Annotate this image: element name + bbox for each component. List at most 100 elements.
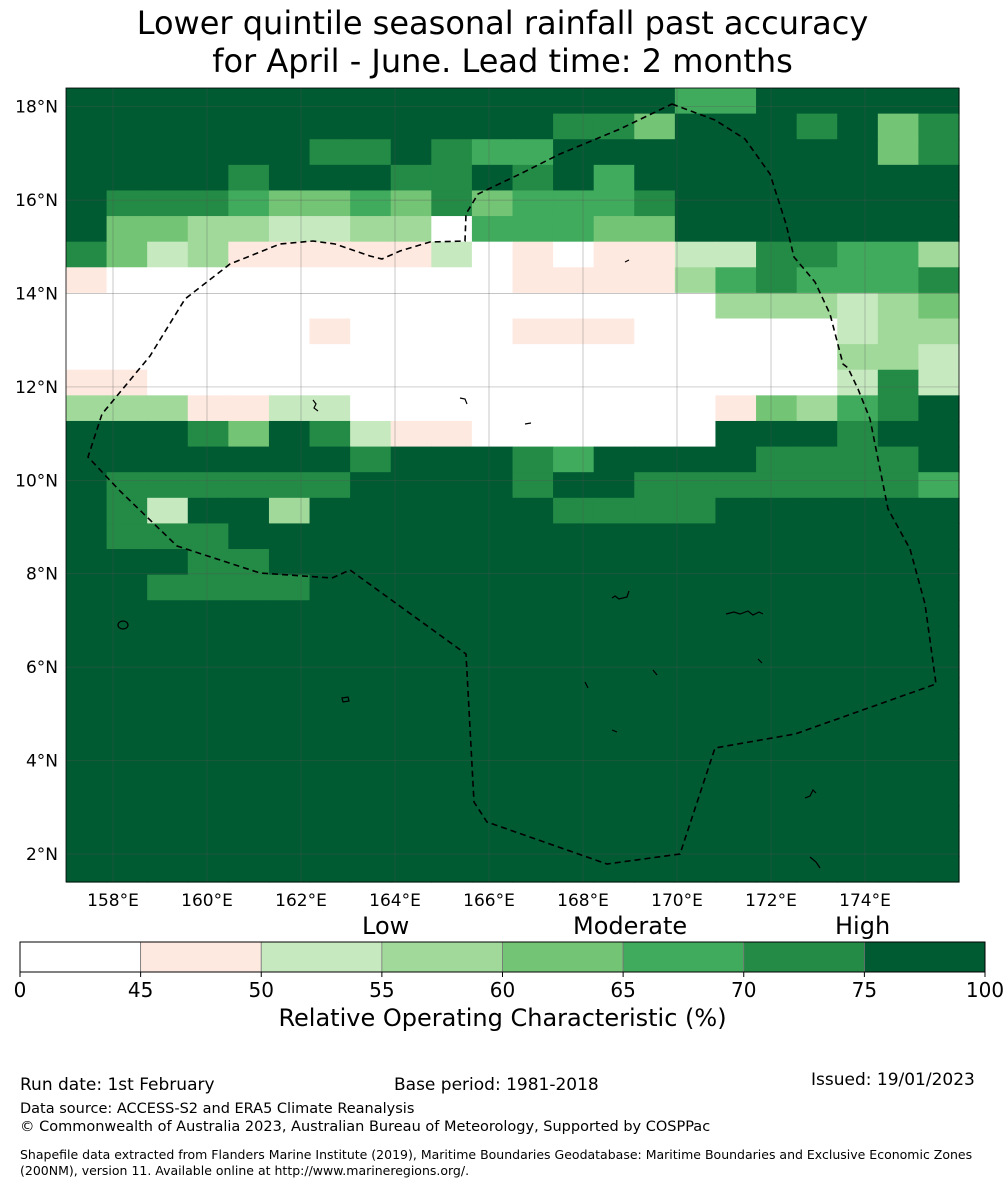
grid-cell [918,369,960,396]
grid-cell [877,164,920,192]
grid-cell [228,472,270,499]
grid-cell [350,164,392,192]
grid-cell [187,267,229,294]
grid-cell [593,779,635,806]
grid-cell [350,574,392,601]
grid-cell [66,446,108,473]
grid-cell [593,830,635,857]
grid-cell [877,420,920,448]
colorbar-tick-label: 45 [128,978,153,1002]
grid-cell [553,88,595,115]
grid-cell [756,241,798,268]
grid-cell [715,369,757,396]
grid-cell [66,369,108,396]
grid-cell [634,574,676,601]
grid-cell [147,190,189,217]
grid-cell [66,164,108,192]
grid-cell [187,549,229,576]
colorbar-bin [381,941,503,973]
grid-cell [634,395,676,422]
grid-cell [674,779,717,806]
grid-cell [593,472,635,499]
grid-cell [837,753,879,781]
grid-cell [390,369,432,396]
grid-cell [431,779,473,806]
grid-cell [715,753,757,781]
grid-cell [147,113,189,140]
grid-cell [471,472,514,499]
grid-cell [553,549,595,576]
grid-cell [350,113,392,140]
grid-cell [309,113,351,140]
grid-cell [431,523,473,550]
grid-cell [553,497,595,525]
island-outline [611,590,630,600]
grid-cell [715,446,757,473]
grid-cell [715,830,757,857]
latitude-label: 10°N [15,471,58,491]
grid-cell [837,395,879,422]
grid-cell [877,216,920,243]
grid-cell [390,523,432,550]
grid-cell [634,677,676,704]
longitude-label: 172°E [745,891,797,911]
grid-cell [918,677,960,704]
grid-cell [268,113,311,140]
grid-cell [309,600,351,627]
legend-category-high: High [835,912,891,940]
grid-cell [350,292,392,320]
grid-cell [187,728,229,755]
longitude-label: 168°E [557,891,609,911]
grid-cell [553,805,595,832]
grid-cell [228,216,270,243]
grid-cell [471,344,514,371]
grid-cell [512,600,554,627]
grid-cell [634,779,676,806]
grid-cell [512,549,554,576]
grid-cell [147,549,189,576]
grid-cell [512,728,554,755]
grid-cell [309,292,351,320]
grid-cell [796,702,838,729]
grid-cell [756,625,798,653]
colorbar-bin [502,941,624,973]
grid-cell [512,395,554,422]
grid-cell [918,88,960,115]
grid-cell [147,216,189,243]
grid-cell [634,446,676,473]
grid-cell [471,830,514,857]
grid-cell [837,88,879,115]
grid-cell [796,753,838,781]
grid-cell [756,344,798,371]
grid-cell [471,728,514,755]
grid-cell [147,651,189,678]
colorbar: 0 45 50 55 60 65 70 75 100 [14,941,1004,1002]
grid-cell [877,830,920,857]
grid-cell [471,856,514,883]
grid-cell [837,420,879,448]
grid-cell [228,344,270,371]
grid-cell [471,753,514,781]
grid-cell [918,395,960,422]
longitude-label: 158°E [87,891,139,911]
grid-cell [390,549,432,576]
grid-cell [268,216,311,243]
grid-cell [593,805,635,832]
grid-cell [674,497,717,525]
grid-cell [837,677,879,704]
grid-cell [471,702,514,729]
grid-cell [66,728,108,755]
grid-cell [512,574,554,601]
grid-cell [268,139,311,166]
grid-cell [837,728,879,755]
grid-cell [553,139,595,166]
grid-cell [512,113,554,140]
grid-cell [431,600,473,627]
grid-cell [106,472,148,499]
grid-cell [756,164,798,192]
grid-cell [471,523,514,550]
grid-cell [877,625,920,653]
grid-cell [512,651,554,678]
grid-cell [837,318,879,345]
grid-cell [918,497,960,525]
